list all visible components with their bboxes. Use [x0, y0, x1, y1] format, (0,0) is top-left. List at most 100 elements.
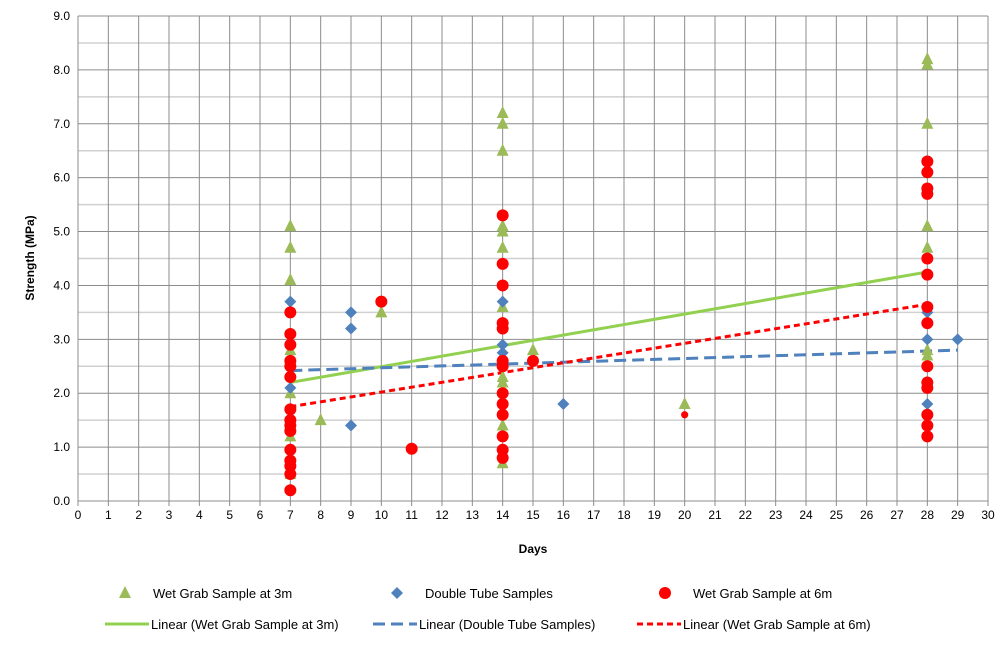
x-tick-label: 8	[317, 508, 324, 522]
data-point-triangle	[496, 143, 509, 156]
data-point-circle	[527, 354, 539, 367]
y-tick-label: 8.0	[53, 63, 70, 77]
x-tick-label: 9	[348, 508, 355, 522]
x-tick-label: 11	[405, 508, 418, 522]
data-point-circle	[496, 398, 509, 410]
data-point-diamond	[921, 398, 934, 410]
x-tick-label: 19	[648, 508, 662, 522]
data-point-circle	[921, 155, 934, 168]
data-point-circle	[921, 408, 934, 421]
data-point-circle	[284, 443, 297, 456]
data-point-circle	[496, 360, 509, 373]
data-point-circle	[284, 327, 297, 340]
data-point-circle	[284, 403, 297, 416]
x-tick-label: 10	[375, 508, 389, 522]
legend-marker-diamond	[391, 587, 403, 599]
y-tick-label: 0.0	[53, 494, 70, 508]
data-point-diamond	[496, 295, 509, 308]
data-point-circle	[921, 360, 934, 373]
data-point-circle	[375, 295, 388, 308]
legend-marker-circle	[659, 587, 671, 599]
data-point-triangle	[284, 219, 297, 232]
data-point-triangle	[284, 240, 297, 253]
data-point-circle	[921, 187, 934, 200]
data-point-circle	[496, 408, 509, 421]
data-point-triangle	[921, 219, 934, 232]
data-point-triangle	[496, 106, 509, 118]
data-point-circle	[921, 301, 934, 313]
grid	[77, 15, 989, 506]
data-points	[284, 52, 964, 497]
legend-label: Wet Grab Sample at 6m	[693, 586, 832, 601]
data-point-circle	[284, 484, 297, 497]
data-point-circle	[921, 430, 934, 443]
trendline	[290, 270, 928, 384]
x-tick-label: 3	[166, 508, 173, 522]
x-tick-label: 27	[890, 508, 904, 522]
x-tick-label: 2	[135, 508, 142, 522]
x-tick-label: 30	[981, 508, 995, 522]
data-point-circle	[921, 381, 934, 394]
x-tick-label: 20	[678, 508, 692, 522]
x-tick-label: 25	[830, 508, 844, 522]
data-point-diamond	[284, 295, 297, 308]
data-point-triangle	[496, 240, 509, 253]
x-tick-label: 14	[496, 508, 510, 522]
legend-label: Linear (Wet Grab Sample at 6m)	[683, 617, 871, 632]
x-axis-label: Days	[519, 542, 548, 556]
data-point-circle	[496, 257, 509, 270]
x-tick-label: 12	[435, 508, 449, 522]
y-axis-label: Strength (MPa)	[23, 215, 37, 300]
data-point-triangle	[496, 224, 509, 237]
data-point-diamond	[951, 333, 964, 346]
data-point-circle	[921, 252, 934, 265]
legend: Wet Grab Sample at 3m Double Tube Samples…	[105, 586, 871, 632]
legend-label: Wet Grab Sample at 3m	[153, 586, 292, 601]
data-point-triangle	[314, 413, 327, 426]
data-point-circle	[284, 371, 297, 384]
data-point-triangle	[921, 348, 934, 361]
legend-label: Linear (Wet Grab Sample at 3m)	[151, 617, 339, 632]
data-point-diamond	[345, 322, 357, 335]
x-tick-label: 21	[708, 508, 722, 522]
y-tick-label: 1.0	[53, 440, 70, 454]
legend-label: Linear (Double Tube Samples)	[419, 617, 595, 632]
data-point-triangle	[921, 57, 934, 70]
data-point-circle	[405, 442, 418, 455]
data-point-circle	[284, 306, 297, 319]
x-tick-label: 7	[287, 508, 294, 522]
data-point-circle	[921, 166, 934, 179]
x-tick-label: 1	[105, 508, 112, 522]
data-point-circle	[496, 451, 509, 464]
data-point-diamond	[557, 398, 570, 410]
y-axis-ticks: 0.0 1.0 2.0 3.0 4.0 5.0 6.0 7.0 8.0 9.0	[53, 9, 70, 508]
data-point-circle	[496, 430, 509, 443]
data-point-circle	[284, 360, 297, 373]
data-point-diamond	[921, 333, 934, 346]
data-point-diamond	[284, 381, 297, 394]
data-point-circle	[284, 468, 297, 481]
data-point-triangle	[527, 343, 539, 356]
y-tick-label: 2.0	[53, 386, 70, 400]
x-tick-label: 5	[226, 508, 233, 522]
data-point-circle	[496, 322, 509, 335]
data-point-diamond	[345, 306, 357, 319]
data-point-diamond	[345, 419, 357, 432]
y-tick-label: 4.0	[53, 278, 70, 292]
data-point-triangle	[921, 116, 934, 129]
legend-label: Double Tube Samples	[425, 586, 553, 601]
x-tick-label: 6	[257, 508, 264, 522]
data-point-circle	[496, 387, 509, 400]
data-point-circle	[284, 424, 297, 437]
x-tick-label: 18	[617, 508, 631, 522]
legend-marker-triangle	[119, 586, 131, 598]
data-point-circle	[496, 279, 509, 292]
y-tick-label: 6.0	[53, 171, 70, 185]
data-point-circle	[284, 338, 297, 351]
x-tick-label: 29	[951, 508, 965, 522]
data-point-circle	[921, 268, 934, 281]
trendline	[290, 302, 928, 409]
y-tick-label: 7.0	[53, 117, 70, 131]
data-point-triangle	[375, 305, 388, 318]
y-tick-label: 5.0	[53, 225, 70, 239]
